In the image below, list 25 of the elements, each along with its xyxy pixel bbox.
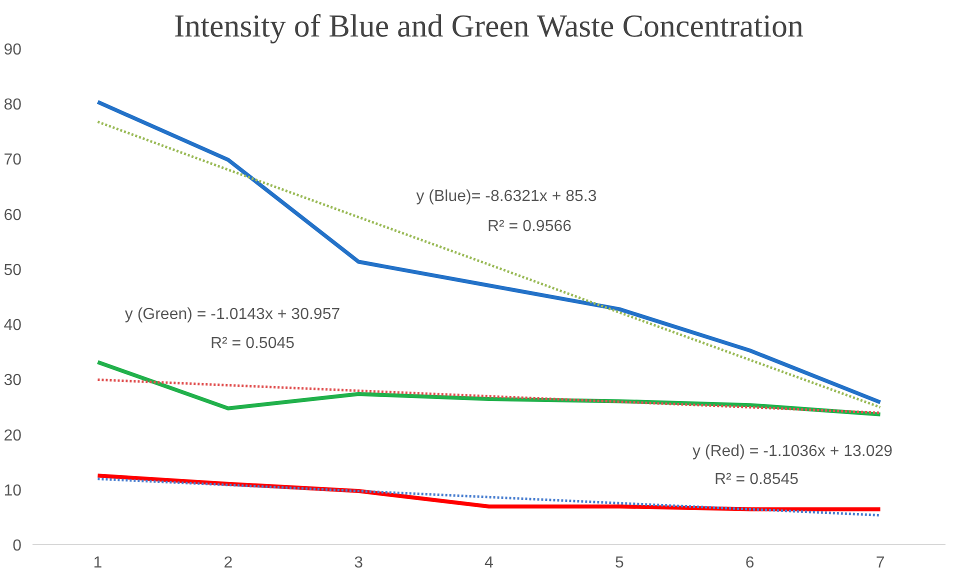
y-tick-label: 80 — [4, 96, 22, 114]
chart-title: Intensity of Blue and Green Waste Concentration — [174, 8, 804, 44]
x-tick-label: 2 — [224, 554, 233, 572]
annotation: y (Red) = -1.1036x + 13.029 — [692, 443, 893, 460]
annotation: y (Blue)= -8.6321x + 85.3 — [416, 188, 597, 205]
y-tick-label: 30 — [4, 372, 22, 390]
line-series — [96, 378, 882, 414]
y-tick-label: 70 — [4, 152, 22, 169]
y-tick-label: 50 — [4, 262, 22, 279]
y-tick-label: 60 — [4, 206, 22, 224]
y-tick-label: 40 — [4, 317, 22, 334]
annotation: R² = 0.9566 — [487, 218, 572, 235]
x-tick-label: 1 — [93, 554, 102, 572]
x-tick-label: 6 — [745, 554, 754, 572]
annotation: y (Green) = -1.0143x + 30.957 — [124, 306, 340, 323]
annotation: R² = 0.8545 — [714, 471, 799, 488]
y-tick-label: 90 — [4, 42, 22, 58]
annotation: R² = 0.5045 — [210, 335, 295, 352]
x-tick-label: 3 — [354, 554, 364, 572]
x-tick-label: 4 — [484, 554, 494, 572]
y-tick-label: 10 — [4, 482, 22, 500]
x-tick-label: 7 — [876, 554, 885, 572]
y-tick-label: 20 — [4, 427, 22, 444]
x-tick-label: 5 — [614, 554, 624, 572]
y-tick-label: 0 — [12, 538, 22, 554]
